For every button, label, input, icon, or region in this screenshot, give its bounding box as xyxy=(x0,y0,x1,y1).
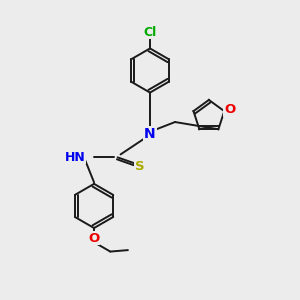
Text: Cl: Cl xyxy=(143,26,157,39)
Text: N: N xyxy=(144,127,156,141)
Text: O: O xyxy=(224,103,235,116)
Text: O: O xyxy=(88,232,100,245)
Text: S: S xyxy=(135,160,145,173)
Text: HN: HN xyxy=(64,151,85,164)
